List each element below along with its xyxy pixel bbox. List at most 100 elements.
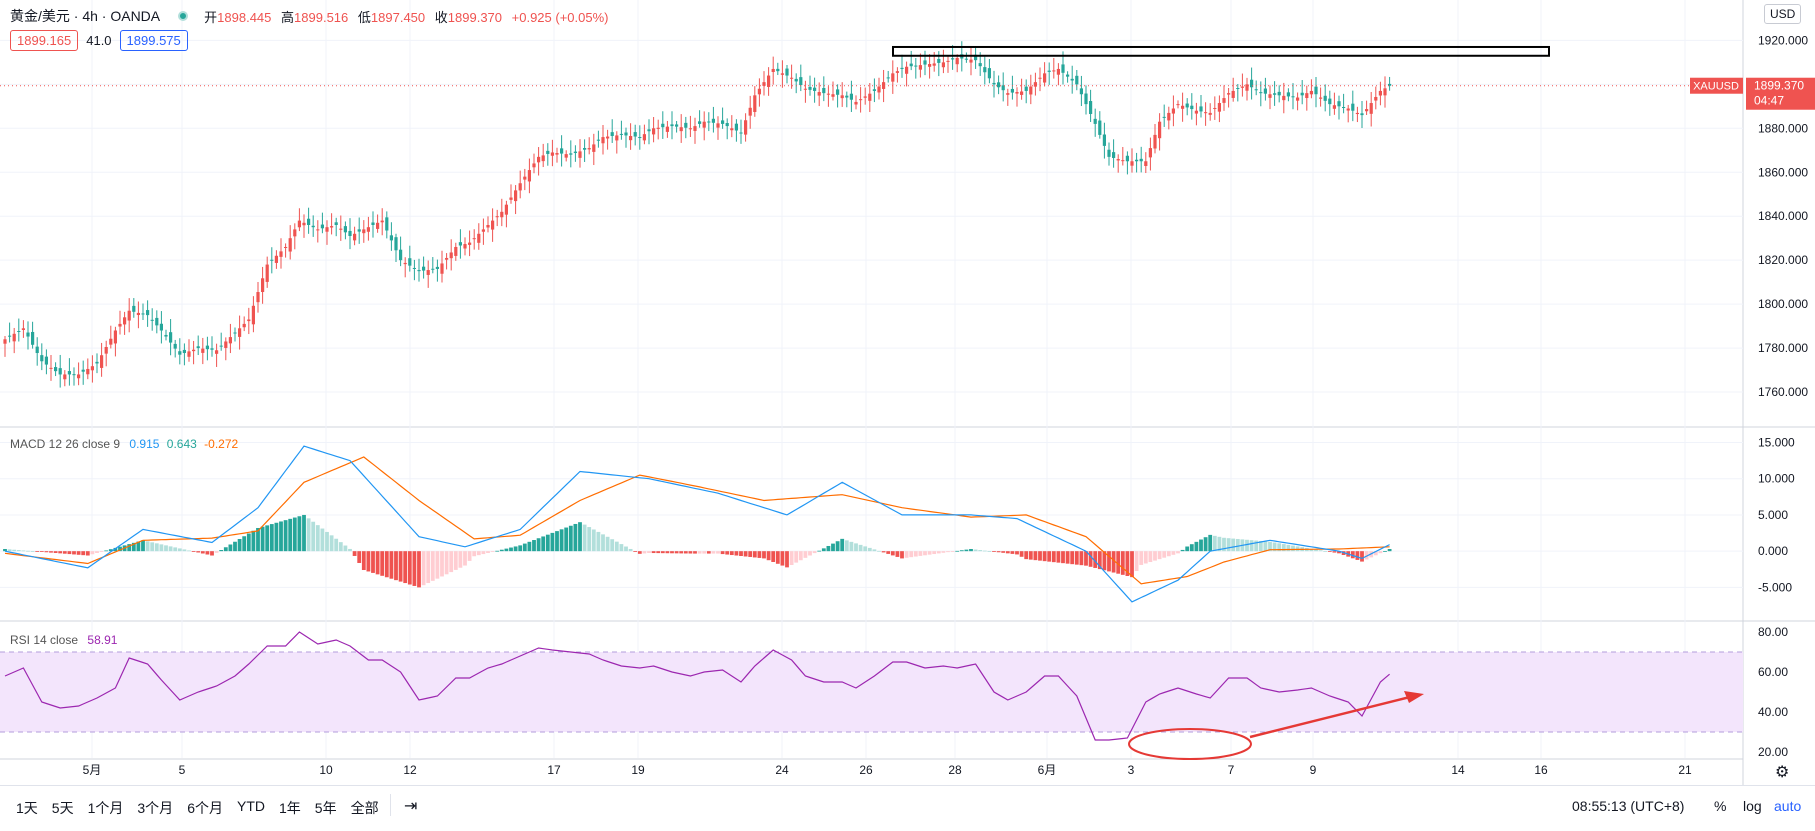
macd-histogram-bar — [1189, 544, 1194, 552]
candle — [1332, 105, 1336, 109]
range-5d[interactable]: 5天 — [51, 800, 74, 816]
macd-histogram-bar — [426, 551, 431, 584]
macd-histogram-bar — [118, 546, 122, 552]
macd-histogram-bar — [12, 549, 17, 552]
range-3m[interactable]: 3个月 — [137, 800, 174, 816]
candle — [265, 264, 269, 282]
macd-histogram-bar — [3, 548, 7, 552]
candle — [964, 58, 968, 60]
macd-histogram-bar — [320, 528, 325, 552]
auto-scale-toggle[interactable]: auto — [1774, 798, 1802, 814]
sell-button[interactable]: 1899.165 — [10, 30, 79, 51]
range-all[interactable]: 全部 — [350, 800, 379, 816]
candle — [123, 317, 127, 325]
candle — [1254, 89, 1258, 91]
candle — [541, 155, 545, 162]
candle — [1144, 161, 1148, 167]
range-5y[interactable]: 5年 — [314, 800, 337, 816]
candle — [845, 95, 849, 98]
range-selector: 1天 5天 1个月 3个月 6个月 YTD 1年 5年 全部 — [16, 798, 379, 818]
candle — [555, 153, 559, 155]
candle — [978, 63, 982, 67]
macd-histogram-bar — [831, 543, 835, 552]
macd-histogram-bar — [154, 543, 159, 552]
macd-histogram-bar — [1074, 551, 1079, 565]
candle — [463, 244, 467, 249]
candle — [1061, 64, 1065, 73]
macd-histogram-bar — [752, 551, 757, 558]
price-tick-label: 1840.000 — [1758, 209, 1808, 223]
price-tick-label: 1760.000 — [1758, 385, 1808, 399]
goto-date-icon[interactable]: ⇥ — [404, 798, 418, 815]
candle — [624, 132, 628, 136]
candle — [596, 139, 600, 141]
time-tick-label: 9 — [1310, 763, 1317, 777]
low-label: 低 — [357, 9, 371, 25]
rsi-pane — [0, 631, 1743, 741]
macd-histogram-bar — [624, 546, 628, 552]
candle — [1181, 105, 1185, 109]
macd-histogram-bar — [596, 531, 601, 552]
macd-histogram-bar — [490, 551, 495, 552]
candle — [136, 312, 140, 316]
candle — [900, 67, 904, 69]
percent-scale-toggle[interactable]: % — [1714, 798, 1727, 814]
macd-histogram-bar — [1208, 534, 1213, 552]
last-price-value: 1899.370 — [1754, 79, 1804, 93]
macd-histogram-bar — [706, 551, 711, 554]
macd-histogram-bar — [1171, 551, 1176, 555]
range-ytd[interactable]: YTD — [236, 798, 265, 814]
log-scale-toggle[interactable]: log — [1743, 798, 1762, 814]
price-tick-label: 1880.000 — [1758, 121, 1808, 135]
range-1d[interactable]: 1天 — [16, 800, 38, 816]
range-1m[interactable]: 1个月 — [87, 800, 124, 816]
candle — [454, 246, 458, 256]
candle — [790, 77, 794, 79]
chart-settings-icon[interactable]: ⚙ — [1775, 764, 1790, 781]
candle — [987, 68, 991, 79]
macd-histogram-bar — [660, 551, 665, 554]
macd-histogram-bar — [39, 551, 44, 552]
candle — [1006, 93, 1010, 95]
macd-histogram-bar — [987, 551, 992, 552]
macd-histogram-bar — [421, 551, 426, 586]
macd-histogram-bar — [389, 551, 394, 579]
candle — [633, 132, 637, 137]
macd-histogram-bar — [1042, 551, 1047, 562]
macd-histogram-bar — [946, 551, 950, 553]
currency-button[interactable]: USD — [1764, 4, 1802, 24]
macd-histogram-bar — [200, 551, 205, 554]
macd-histogram-bar — [1001, 551, 1006, 553]
range-1y[interactable]: 1年 — [278, 800, 301, 816]
rsi-line — [4, 631, 1390, 741]
macd-histogram-bar — [996, 551, 1001, 553]
candle — [647, 129, 651, 132]
macd-histogram-bar — [614, 541, 619, 552]
high-label: 高 — [281, 9, 295, 25]
macd-histogram-bar — [555, 531, 559, 552]
symbol-title[interactable]: 黄金/美元 · 4h · OANDA — [10, 8, 161, 24]
macd-histogram-bar — [440, 551, 444, 577]
candle — [127, 310, 131, 321]
macd-histogram-bar — [481, 551, 486, 555]
candle — [891, 73, 895, 82]
candle — [1162, 116, 1166, 118]
candle — [854, 101, 858, 105]
buy-button[interactable]: 1899.575 — [119, 30, 188, 51]
candle — [799, 77, 803, 86]
candle — [859, 99, 863, 101]
candle — [339, 228, 343, 230]
macd-histogram-bar — [394, 551, 398, 581]
clock[interactable]: 08:55:13 (UTC+8) — [1572, 798, 1685, 814]
range-6m[interactable]: 6个月 — [187, 800, 223, 816]
macd-histogram-bar — [104, 550, 109, 552]
macd-histogram-bar — [1143, 551, 1148, 564]
macd-histogram-bar — [306, 518, 311, 552]
change-value: +0.925 (+0.05%) — [511, 9, 609, 25]
candle — [707, 121, 711, 123]
resistance-box — [892, 45, 1550, 57]
candle — [693, 126, 697, 131]
macd-tick-label: -5.000 — [1758, 580, 1792, 594]
candle — [95, 361, 99, 364]
